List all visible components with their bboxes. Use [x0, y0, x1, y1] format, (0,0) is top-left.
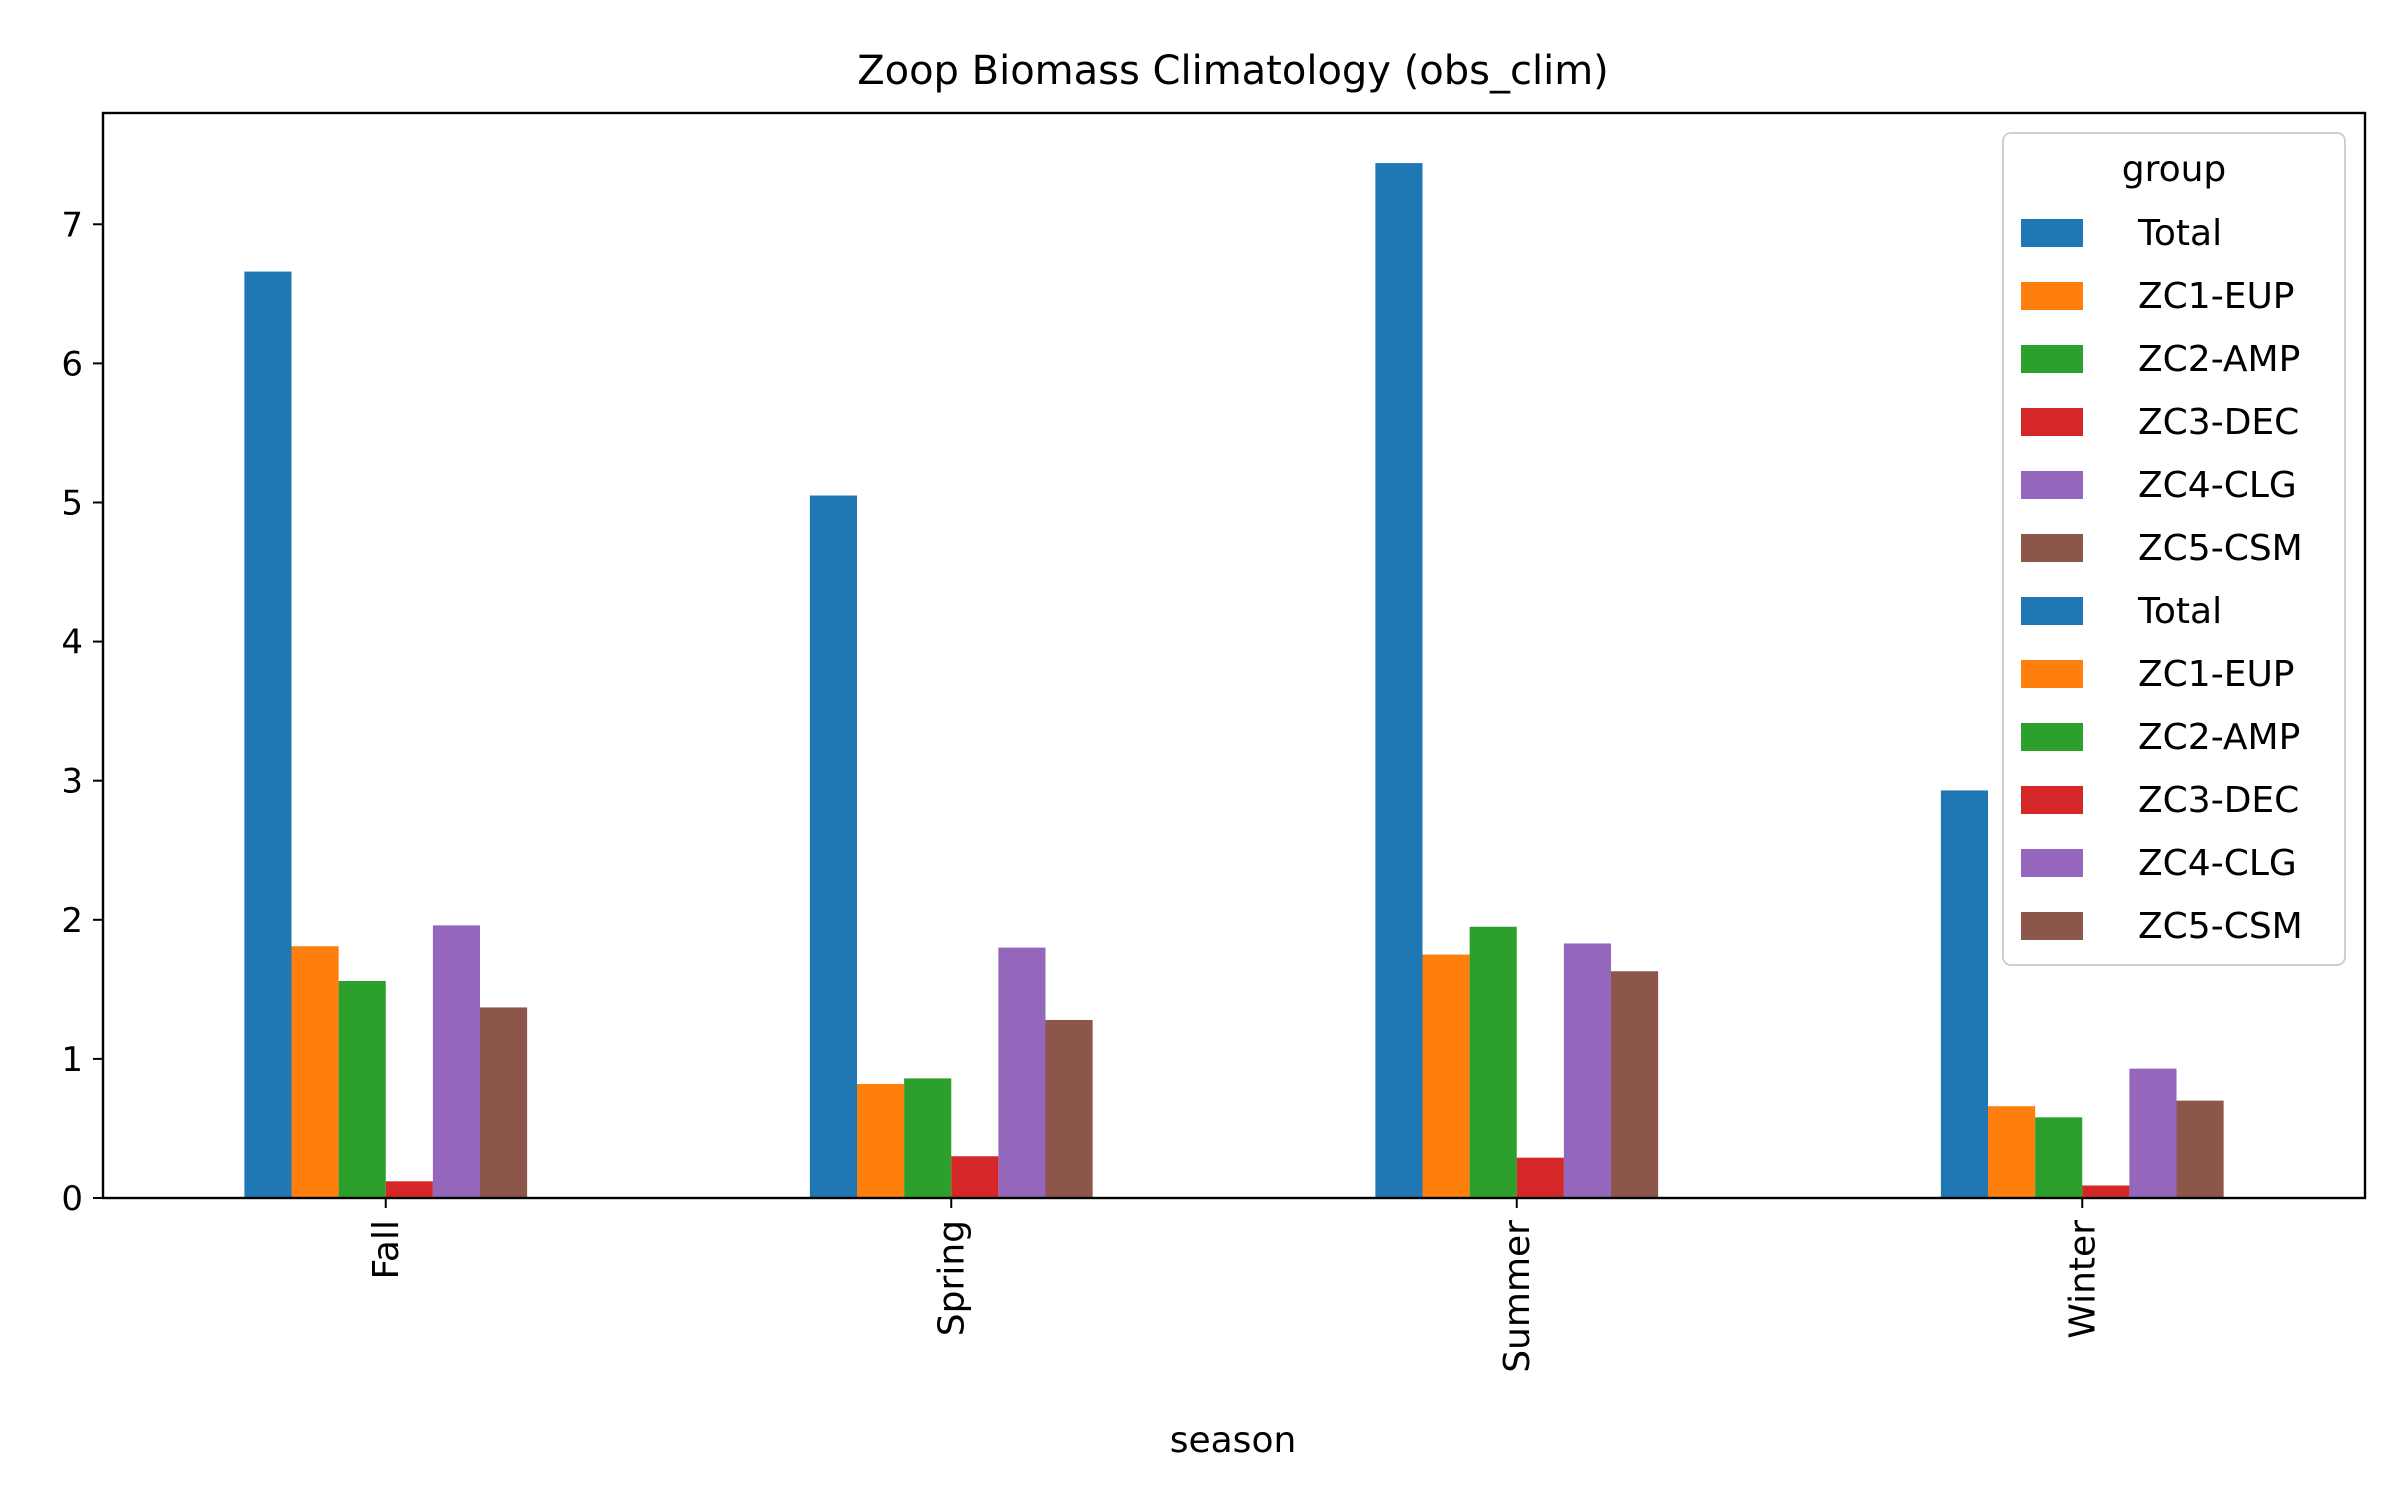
bar	[2035, 1117, 2083, 1198]
legend-swatch	[2021, 219, 2083, 247]
bar	[1940, 790, 1989, 1198]
bar	[244, 271, 292, 1199]
bar	[904, 1078, 952, 1198]
y-axis: 0 1 2 3 4 5 6 7	[61, 205, 103, 1219]
bar	[1563, 943, 1612, 1198]
y-tick-label: 0	[61, 1179, 83, 1219]
legend-swatch	[2021, 345, 2083, 373]
bar	[385, 1181, 433, 1198]
bar	[1375, 163, 1423, 1199]
chart-title: Zoop Biomass Climatology (obs_clim)	[857, 48, 1609, 94]
bar	[432, 925, 481, 1198]
bar	[1611, 971, 1659, 1198]
legend-label: Total	[2137, 591, 2222, 632]
bar	[951, 1156, 999, 1198]
legend-label: ZC5-CSM	[2138, 906, 2303, 947]
bar	[1516, 1157, 1564, 1198]
legend-swatch	[2021, 282, 2083, 310]
legend-label: ZC2-AMP	[2138, 339, 2300, 380]
legend-swatch	[2021, 471, 2083, 499]
legend-items: Total ZC1-EUP ZC2-AMP ZC3-DEC ZC4-CLG ZC5-CSM…	[2021, 213, 2303, 947]
legend-label: ZC4-CLG	[2138, 465, 2297, 506]
bar	[2176, 1100, 2224, 1198]
x-tick-label: Fall	[366, 1220, 407, 1279]
legend-frame	[2002, 132, 2346, 966]
x-axis-label: season	[1170, 1420, 1297, 1461]
legend: group Total ZC1-EUP ZC2-AMP ZC3-DEC ZC4-CLG Z…	[2002, 132, 2346, 966]
legend-swatch	[2021, 912, 2083, 940]
legend-label: ZC3-DEC	[2138, 780, 2299, 821]
x-tick-label: Spring	[931, 1220, 972, 1336]
legend-swatch	[2021, 849, 2083, 877]
legend-title: group	[2122, 149, 2227, 190]
bar	[2082, 1185, 2130, 1198]
bar	[291, 946, 339, 1198]
plot-frame	[101, 111, 2367, 1200]
legend-label: ZC2-AMP	[2138, 717, 2300, 758]
bar	[1422, 954, 1470, 1198]
y-tick-label: 1	[61, 1040, 83, 1080]
x-tick-label: Summer	[1497, 1220, 1538, 1373]
legend-label: ZC3-DEC	[2138, 402, 2299, 443]
legend-swatch	[2021, 534, 2083, 562]
x-tick-label: Winter	[2062, 1220, 2103, 1339]
bar	[338, 981, 386, 1198]
legend-swatch	[2021, 786, 2083, 814]
x-axis: Fall Spring Summer Winter	[366, 1198, 2103, 1373]
bar	[1988, 1106, 2036, 1198]
y-tick-label: 5	[61, 483, 83, 523]
y-tick-label: 2	[61, 901, 83, 941]
bar	[857, 1083, 905, 1198]
legend-label: ZC5-CSM	[2138, 528, 2303, 569]
legend-swatch	[2021, 660, 2083, 688]
y-tick-label: 6	[61, 344, 83, 384]
bar	[2129, 1068, 2177, 1198]
legend-swatch	[2021, 723, 2083, 751]
bar	[998, 947, 1046, 1198]
legend-swatch	[2021, 408, 2083, 436]
legend-label: Total	[2137, 213, 2222, 254]
bar	[1045, 1019, 1093, 1198]
y-tick-label: 3	[61, 762, 83, 802]
legend-label: ZC1-EUP	[2138, 276, 2295, 317]
bar	[1469, 926, 1517, 1198]
y-tick-label: 4	[61, 623, 83, 663]
bars-layer	[244, 163, 2224, 1199]
y-tick-label: 7	[61, 205, 83, 245]
legend-label: ZC1-EUP	[2138, 654, 2295, 695]
legend-label: ZC4-CLG	[2138, 843, 2297, 884]
bar	[480, 1007, 528, 1198]
legend-swatch	[2021, 597, 2083, 625]
bar	[809, 495, 858, 1198]
